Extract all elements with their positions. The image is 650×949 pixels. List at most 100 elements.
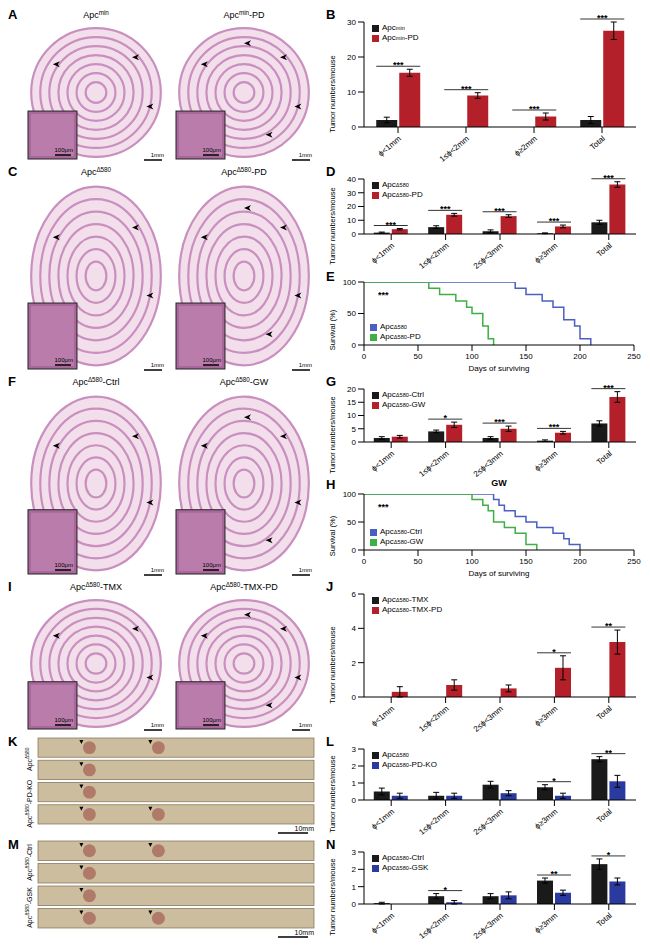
svg-text:Total: Total xyxy=(595,911,614,929)
svg-text:*: * xyxy=(443,413,447,423)
svg-text:***: *** xyxy=(386,220,397,230)
svg-text:ϕ<1mm: ϕ<1mm xyxy=(370,911,397,935)
svg-text:3: 3 xyxy=(352,745,357,754)
svg-text:4: 4 xyxy=(352,624,357,633)
svg-text:ϕ≥3mm: ϕ≥3mm xyxy=(533,911,559,935)
svg-text:ApcΔ580: ApcΔ580 xyxy=(25,747,34,771)
svg-text:***: *** xyxy=(440,204,451,214)
svg-text:Total: Total xyxy=(595,704,614,722)
svg-text:10: 10 xyxy=(347,216,356,225)
svg-text:2: 2 xyxy=(352,659,357,668)
svg-text:ApcΔ580-Ctrl: ApcΔ580-Ctrl xyxy=(72,376,119,387)
svg-text:100μm: 100μm xyxy=(202,357,220,363)
svg-text:100: 100 xyxy=(465,352,479,361)
svg-text:10mm: 10mm xyxy=(295,825,315,832)
svg-text:50: 50 xyxy=(347,518,356,527)
svg-text:1≤ϕ<2mm: 1≤ϕ<2mm xyxy=(417,704,450,733)
svg-text:50: 50 xyxy=(414,557,423,566)
svg-text:1mm: 1mm xyxy=(151,722,164,728)
svg-text:100μm: 100μm xyxy=(54,147,72,153)
svg-text:ϕ≥3mm: ϕ≥3mm xyxy=(533,807,559,831)
svg-text:0: 0 xyxy=(352,341,357,350)
svg-text:200: 200 xyxy=(573,352,587,361)
svg-text:ϕ<1mm: ϕ<1mm xyxy=(370,807,397,831)
svg-text:1mm: 1mm xyxy=(299,567,312,573)
svg-text:**: ** xyxy=(605,748,613,758)
svg-text:ϕ<1mm: ϕ<1mm xyxy=(370,241,397,265)
svg-text:1mm: 1mm xyxy=(299,362,312,368)
svg-text:2≤ϕ<3mm: 2≤ϕ<3mm xyxy=(472,704,505,733)
svg-text:30: 30 xyxy=(347,189,356,198)
svg-text:1≤ϕ<2mm: 1≤ϕ<2mm xyxy=(438,134,471,163)
svg-text:1mm: 1mm xyxy=(151,152,164,158)
svg-text:ϕ≥2mm: ϕ≥2mm xyxy=(513,134,539,158)
svg-text:0: 0 xyxy=(352,123,357,132)
svg-text:*: * xyxy=(552,776,556,786)
svg-text:1mm: 1mm xyxy=(151,362,164,368)
svg-text:Apcmin: Apcmin xyxy=(83,9,109,20)
svg-text:***: *** xyxy=(494,206,505,216)
svg-text:3: 3 xyxy=(352,848,357,857)
svg-text:ϕ≥3mm: ϕ≥3mm xyxy=(533,241,559,265)
svg-text:250: 250 xyxy=(627,352,641,361)
svg-text:ϕ≥3mm: ϕ≥3mm xyxy=(533,704,559,728)
svg-text:1≤ϕ<2mm: 1≤ϕ<2mm xyxy=(417,807,450,836)
svg-text:**: ** xyxy=(550,869,558,879)
svg-text:1mm: 1mm xyxy=(151,567,164,573)
svg-text:*: * xyxy=(443,885,447,895)
svg-text:***: *** xyxy=(549,216,560,226)
svg-text:***: *** xyxy=(494,417,505,427)
svg-text:0: 0 xyxy=(352,230,357,239)
svg-text:2≤ϕ<3mm: 2≤ϕ<3mm xyxy=(472,449,505,478)
svg-text:2≤ϕ<3mm: 2≤ϕ<3mm xyxy=(472,911,505,940)
svg-text:ϕ≥3mm: ϕ≥3mm xyxy=(533,449,559,473)
svg-text:100: 100 xyxy=(343,278,357,287)
svg-text:10mm: 10mm xyxy=(295,929,315,936)
svg-text:***: *** xyxy=(529,104,540,114)
svg-text:10: 10 xyxy=(347,88,356,97)
svg-text:2≤ϕ<3mm: 2≤ϕ<3mm xyxy=(472,241,505,270)
svg-text:10: 10 xyxy=(347,411,356,420)
svg-text:1≤ϕ<2mm: 1≤ϕ<2mm xyxy=(417,241,450,270)
svg-text:Total: Total xyxy=(595,241,614,259)
svg-text:ApcΔ580-PD: ApcΔ580-PD xyxy=(221,166,267,177)
svg-text:ApcΔ580-Ctrl: ApcΔ580-Ctrl xyxy=(25,844,34,881)
svg-text:2: 2 xyxy=(352,865,357,874)
svg-text:**: ** xyxy=(605,621,613,631)
svg-text:6: 6 xyxy=(352,590,357,599)
svg-text:40: 40 xyxy=(347,175,356,184)
svg-text:0: 0 xyxy=(352,546,357,555)
svg-text:***: *** xyxy=(461,84,472,94)
svg-text:ApcΔ580: ApcΔ580 xyxy=(81,166,112,177)
svg-text:100: 100 xyxy=(343,490,357,499)
svg-text:ApcΔ580-TMX-PD: ApcΔ580-TMX-PD xyxy=(210,581,278,592)
svg-text:1≤ϕ<2mm: 1≤ϕ<2mm xyxy=(417,449,450,478)
svg-text:Total: Total xyxy=(595,449,614,467)
svg-text:Total: Total xyxy=(595,807,614,825)
svg-text:1≤ϕ<2mm: 1≤ϕ<2mm xyxy=(417,911,450,940)
svg-text:5: 5 xyxy=(352,425,357,434)
svg-text:100μm: 100μm xyxy=(202,147,220,153)
svg-text:2≤ϕ<3mm: 2≤ϕ<3mm xyxy=(472,807,505,836)
svg-text:100μm: 100μm xyxy=(202,717,220,723)
svg-text:***: *** xyxy=(549,422,560,432)
svg-text:1: 1 xyxy=(352,883,357,892)
svg-text:0: 0 xyxy=(352,900,357,909)
svg-text:1mm: 1mm xyxy=(299,722,312,728)
svg-text:100μm: 100μm xyxy=(202,562,220,568)
svg-text:150: 150 xyxy=(519,557,533,566)
svg-text:20: 20 xyxy=(347,385,356,394)
svg-text:*: * xyxy=(607,850,611,860)
svg-text:50: 50 xyxy=(347,309,356,318)
svg-text:Total: Total xyxy=(588,134,607,152)
svg-text:ϕ<1mm: ϕ<1mm xyxy=(377,134,404,158)
svg-text:100μm: 100μm xyxy=(54,562,72,568)
svg-text:ApcΔ580-TMX: ApcΔ580-TMX xyxy=(70,581,122,592)
svg-text:***: *** xyxy=(603,173,614,183)
svg-text:100μm: 100μm xyxy=(54,357,72,363)
svg-text:200: 200 xyxy=(573,557,587,566)
svg-text:ApcΔ580-GW: ApcΔ580-GW xyxy=(220,376,269,387)
svg-text:ϕ<1mm: ϕ<1mm xyxy=(370,449,397,473)
svg-text:Days of surviving: Days of surviving xyxy=(469,569,530,578)
svg-text:100μm: 100μm xyxy=(54,717,72,723)
